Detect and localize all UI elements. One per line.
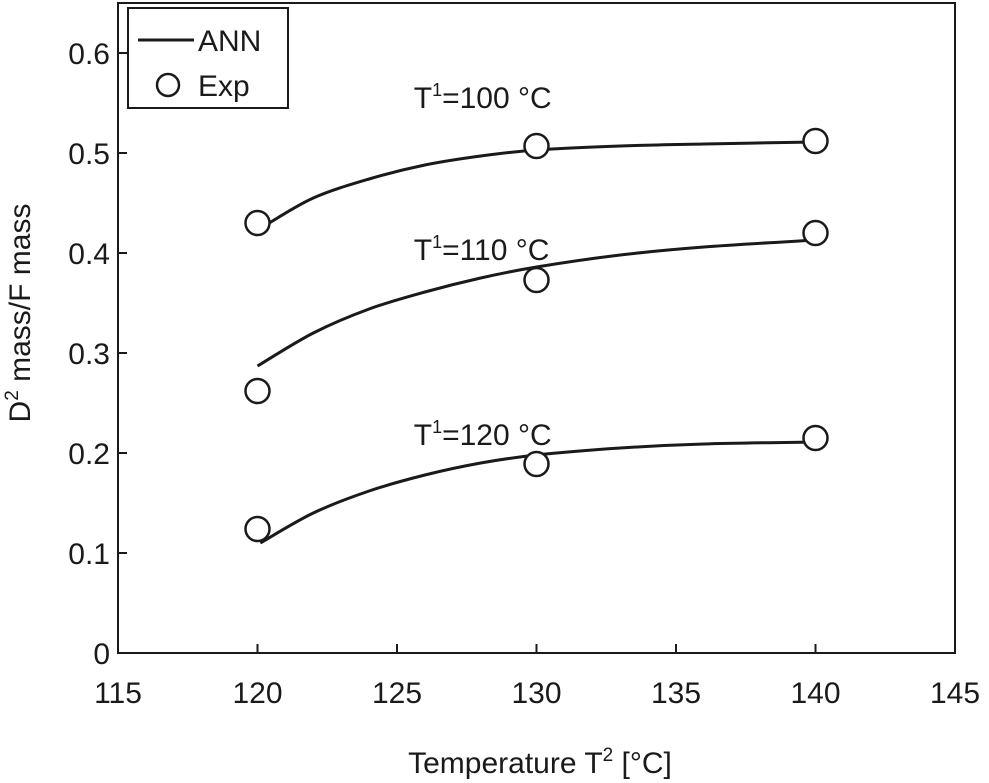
y-tick-label: 0.1 <box>68 538 110 571</box>
series-layer <box>244 127 829 545</box>
y-tick-label: 0.6 <box>68 38 110 71</box>
ann-curve <box>259 440 816 545</box>
y-axis-title-sup: 2 <box>2 390 23 401</box>
exp-point <box>244 209 271 237</box>
x-tick-label: 120 <box>232 677 282 710</box>
exp-point <box>244 377 271 405</box>
annotation-rest: =120 °C <box>442 419 552 452</box>
x-tick-label: 140 <box>790 677 840 710</box>
series-annotation: T1=120 °C <box>414 417 552 452</box>
x-axis-title-sup: 2 <box>603 745 614 766</box>
legend-exp-label: Exp <box>198 70 250 103</box>
annotation-sup: 1 <box>432 80 442 100</box>
x-axis-title-main: Temperature T <box>408 747 603 780</box>
exp-point <box>523 450 550 478</box>
legend-ann-label: ANN <box>198 25 261 58</box>
x-tick-label: 130 <box>511 677 561 710</box>
x-axis-title-rest: [°C] <box>613 747 672 780</box>
y-axis-title-rest: mass/F mass <box>4 204 37 391</box>
exp-point <box>802 127 829 155</box>
annotation-sup: 1 <box>432 232 442 252</box>
exp-point <box>802 219 829 247</box>
y-axis-title-main: D <box>4 401 37 423</box>
y-tick-label: 0 <box>93 638 110 671</box>
x-tick-label: 135 <box>651 677 701 710</box>
annotation-rest: =100 °C <box>442 82 552 115</box>
x-axis-title: Temperature T2 [°C] <box>408 745 672 780</box>
annotation-main: T <box>414 419 432 452</box>
x-tick-label: 145 <box>930 677 980 710</box>
exp-point <box>802 424 829 452</box>
y-tick-label: 0.3 <box>68 338 110 371</box>
exp-point <box>244 515 271 543</box>
y-tick-label: 0.4 <box>68 238 110 271</box>
series-annotation: T1=100 °C <box>414 80 552 115</box>
ann-curve <box>256 238 816 368</box>
annotations: T1=100 °CT1=110 °CT1=120 °C <box>414 80 552 452</box>
y-tick-label: 0.2 <box>68 438 110 471</box>
annotation-rest: =110 °C <box>442 234 549 267</box>
y-tick-label: 0.5 <box>68 138 110 171</box>
legend-exp-circle-icon <box>155 72 181 98</box>
x-tick-label: 125 <box>372 677 422 710</box>
annotation-main: T <box>414 234 432 267</box>
annotation-main: T <box>414 82 432 115</box>
axes: 115 120 125 130 135 140 145 0 0.1 0.2 0.3 0.4 0.5 0.6 <box>68 38 980 710</box>
legend: ANN Exp <box>127 7 289 109</box>
annotation-sup: 1 <box>432 417 442 437</box>
y-axis-title: D2 mass/F mass <box>2 204 37 423</box>
series-annotation: T1=110 °C <box>414 232 550 267</box>
x-tick-label: 115 <box>94 677 142 710</box>
ann-curve <box>265 140 816 227</box>
legend-box <box>127 7 289 109</box>
exp-point <box>523 132 550 160</box>
exp-point <box>523 266 550 294</box>
